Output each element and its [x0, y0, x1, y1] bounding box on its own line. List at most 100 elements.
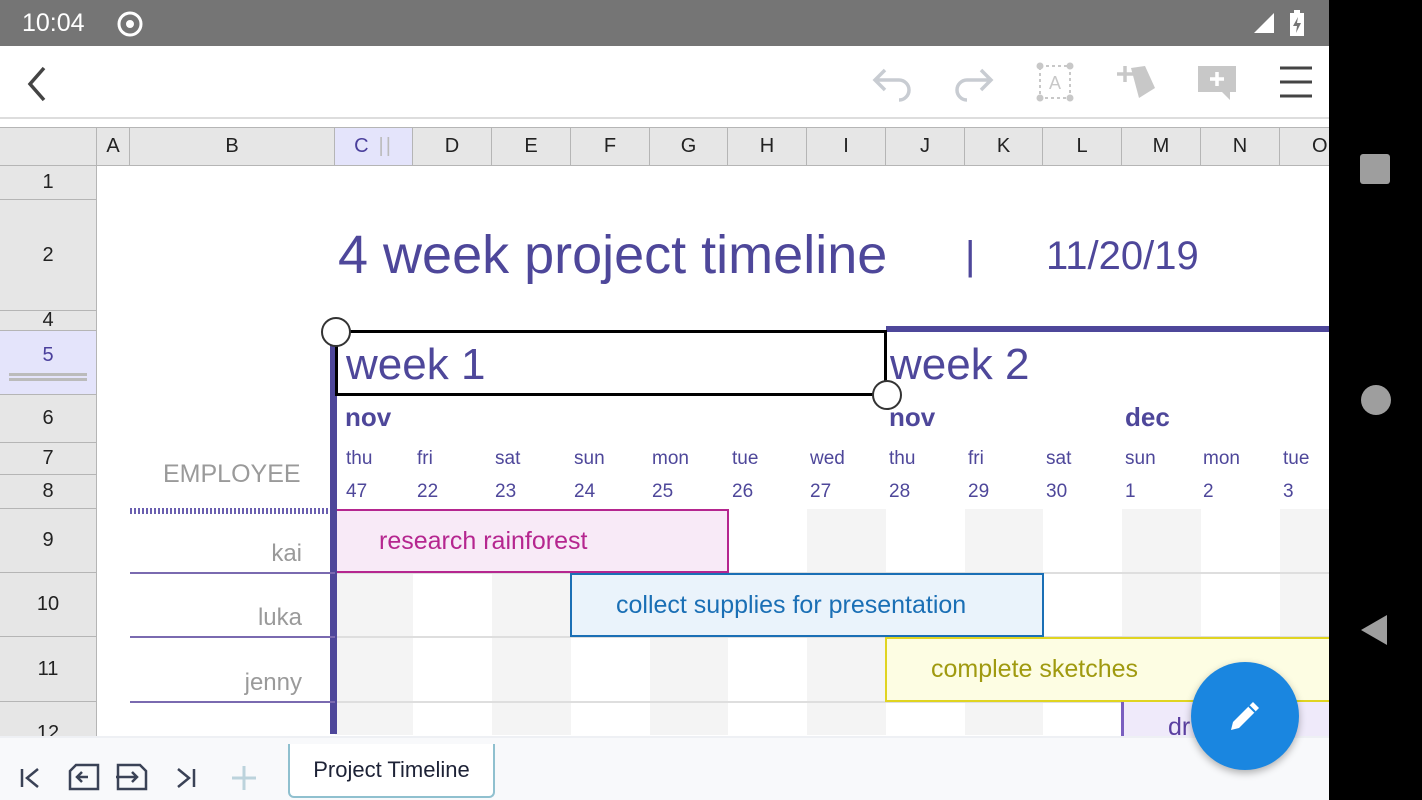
selected-cell[interactable] — [335, 330, 887, 396]
day-number: 30 — [1046, 481, 1068, 502]
day-of-week: fri — [417, 448, 433, 469]
day-of-week: tue — [1283, 448, 1310, 469]
spreadsheet-app: A A B C || D E F G H I J K L M N O 1 2 4 … — [0, 46, 1329, 800]
move-sheet-right-icon[interactable] — [116, 762, 150, 792]
row-header-12[interactable]: 12 — [0, 702, 97, 744]
employee-jenny: jenny — [244, 669, 302, 696]
svg-text:A: A — [1049, 73, 1061, 93]
col-header-a[interactable]: A — [97, 127, 130, 166]
resize-handle[interactable] — [9, 373, 87, 381]
col-header-f[interactable]: F — [571, 127, 650, 166]
first-sheet-icon[interactable] — [18, 766, 42, 790]
col-header-n[interactable]: N — [1201, 127, 1280, 166]
edit-fab[interactable] — [1191, 662, 1299, 770]
text-box-icon[interactable]: A — [1033, 60, 1077, 104]
battery-charging-icon — [1290, 10, 1304, 36]
add-comment-icon[interactable] — [1195, 60, 1239, 104]
row-header-1[interactable]: 1 — [0, 166, 97, 200]
day-number: 22 — [417, 481, 439, 502]
col-header-h[interactable]: H — [728, 127, 807, 166]
day-of-week: sun — [1125, 448, 1156, 469]
row-header-6[interactable]: 6 — [0, 395, 97, 443]
day-number: 28 — [889, 481, 911, 502]
col-header-o[interactable]: O — [1280, 127, 1329, 166]
col-header-l[interactable]: L — [1043, 127, 1122, 166]
month-label: nov — [345, 402, 392, 432]
col-header-i[interactable]: I — [807, 127, 886, 166]
row-header-7[interactable]: 7 — [0, 443, 97, 475]
month-label: dec — [1125, 402, 1170, 432]
row-label: 5 — [42, 344, 54, 366]
row-divider — [130, 636, 335, 638]
select-all-corner[interactable] — [0, 127, 97, 166]
day-number: 26 — [732, 481, 754, 502]
day-of-week: wed — [810, 448, 845, 469]
row-header-9[interactable]: 9 — [0, 509, 97, 573]
last-sheet-icon[interactable] — [174, 766, 198, 790]
day-number: 1 — [1125, 481, 1136, 502]
employee-luka: luka — [257, 604, 302, 631]
row-line — [335, 701, 1329, 703]
status-bar: 10:04 — [0, 0, 1329, 46]
col-header-m[interactable]: M — [1122, 127, 1201, 166]
row-header-10[interactable]: 10 — [0, 573, 97, 637]
col-header-d[interactable]: D — [413, 127, 492, 166]
android-nav-bar — [1329, 0, 1422, 800]
redo-icon[interactable] — [951, 60, 995, 104]
col-header-b[interactable]: B — [130, 127, 335, 166]
home-button[interactable] — [1361, 385, 1391, 415]
employee-header: EMPLOYEE — [163, 460, 301, 488]
day-number: 29 — [968, 481, 990, 502]
day-of-week: fri — [968, 448, 984, 469]
row-header-8[interactable]: 8 — [0, 475, 97, 509]
toolbar-divider — [0, 117, 1329, 119]
row-header-2[interactable]: 2 — [0, 200, 97, 311]
sheet-date: 11/20/19 — [1046, 234, 1199, 278]
row-header-5[interactable]: 5 — [0, 331, 97, 395]
row-divider — [130, 701, 335, 703]
col-header-g[interactable]: G — [650, 127, 728, 166]
day-of-week: mon — [1203, 448, 1240, 469]
pencil-icon — [1231, 702, 1259, 730]
task-bar-collect-supplies[interactable]: collect supplies for presentation — [570, 573, 1044, 637]
menu-icon[interactable] — [1274, 60, 1318, 104]
selection-handle-start[interactable] — [321, 317, 351, 347]
day-of-week: thu — [346, 448, 373, 469]
sheet-title: 4 week project timeline — [338, 225, 888, 285]
row-header-11[interactable]: 11 — [0, 637, 97, 702]
add-sheet-icon[interactable] — [230, 764, 258, 792]
sync-icon — [117, 11, 143, 37]
back-button[interactable] — [1359, 613, 1391, 647]
row-divider — [130, 572, 335, 574]
undo-icon[interactable] — [871, 60, 915, 104]
day-of-week: mon — [652, 448, 689, 469]
clock: 10:04 — [22, 9, 85, 37]
month-label: nov — [889, 402, 936, 432]
col-header-c[interactable]: C || — [335, 127, 413, 166]
day-number: 23 — [495, 481, 517, 502]
move-sheet-left-icon[interactable] — [66, 762, 100, 792]
day-number: 25 — [652, 481, 674, 502]
day-of-week: thu — [889, 448, 916, 469]
employee-kai: kai — [271, 540, 302, 567]
week-1-label: week 1 — [346, 340, 486, 389]
col-header-j[interactable]: J — [886, 127, 965, 166]
timeline-left-border — [330, 329, 337, 734]
back-icon[interactable] — [22, 64, 50, 104]
insert-shape-icon[interactable] — [1113, 60, 1157, 104]
header-divider — [130, 508, 330, 514]
day-of-week: sat — [495, 448, 521, 469]
col-header-e[interactable]: E — [492, 127, 571, 166]
day-number: 27 — [810, 481, 832, 502]
resize-handle[interactable]: || — [378, 135, 393, 157]
day-number: 2 — [1203, 481, 1214, 502]
recents-button[interactable] — [1360, 154, 1390, 184]
task-bar-research-rainforest[interactable]: research rainforest — [337, 509, 729, 573]
col-header-k[interactable]: K — [965, 127, 1043, 166]
selection-handle-end[interactable] — [872, 380, 902, 410]
title-separator: | — [965, 234, 976, 278]
sheet-tab-project-timeline[interactable]: Project Timeline — [288, 744, 495, 798]
timeline-top-border — [886, 326, 1329, 332]
day-of-week: sun — [574, 448, 605, 469]
row-header-4[interactable]: 4 — [0, 309, 97, 331]
